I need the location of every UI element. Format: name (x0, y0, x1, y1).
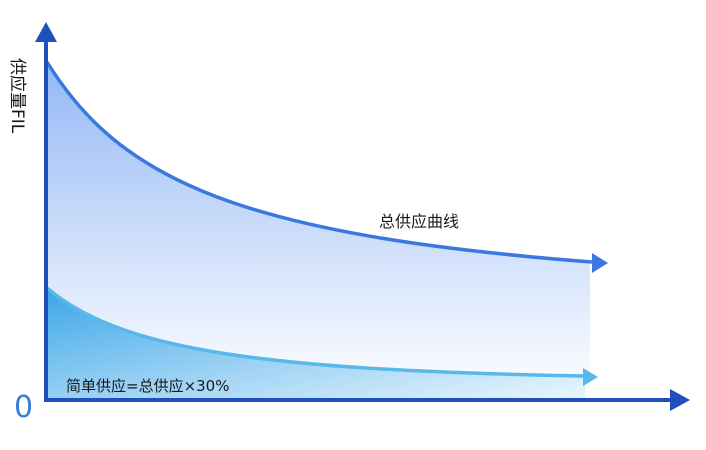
total-supply-curve (45, 61, 593, 264)
total-supply-arrowhead (592, 253, 608, 273)
simple-supply-curve (45, 286, 584, 378)
x-axis-arrowhead (670, 389, 690, 411)
origin-label: 0 (14, 390, 33, 425)
simple-supply-curve-label: 简单供应=总供应×30% (66, 377, 229, 395)
y-axis-label: 供应量FIL (7, 58, 27, 134)
simple-supply-area (47, 288, 585, 398)
total-supply-area (47, 62, 590, 398)
total-supply-curve-label: 总供应曲线 (379, 212, 459, 231)
simple-supply-arrowhead (583, 368, 598, 386)
y-axis-arrowhead (35, 22, 57, 42)
